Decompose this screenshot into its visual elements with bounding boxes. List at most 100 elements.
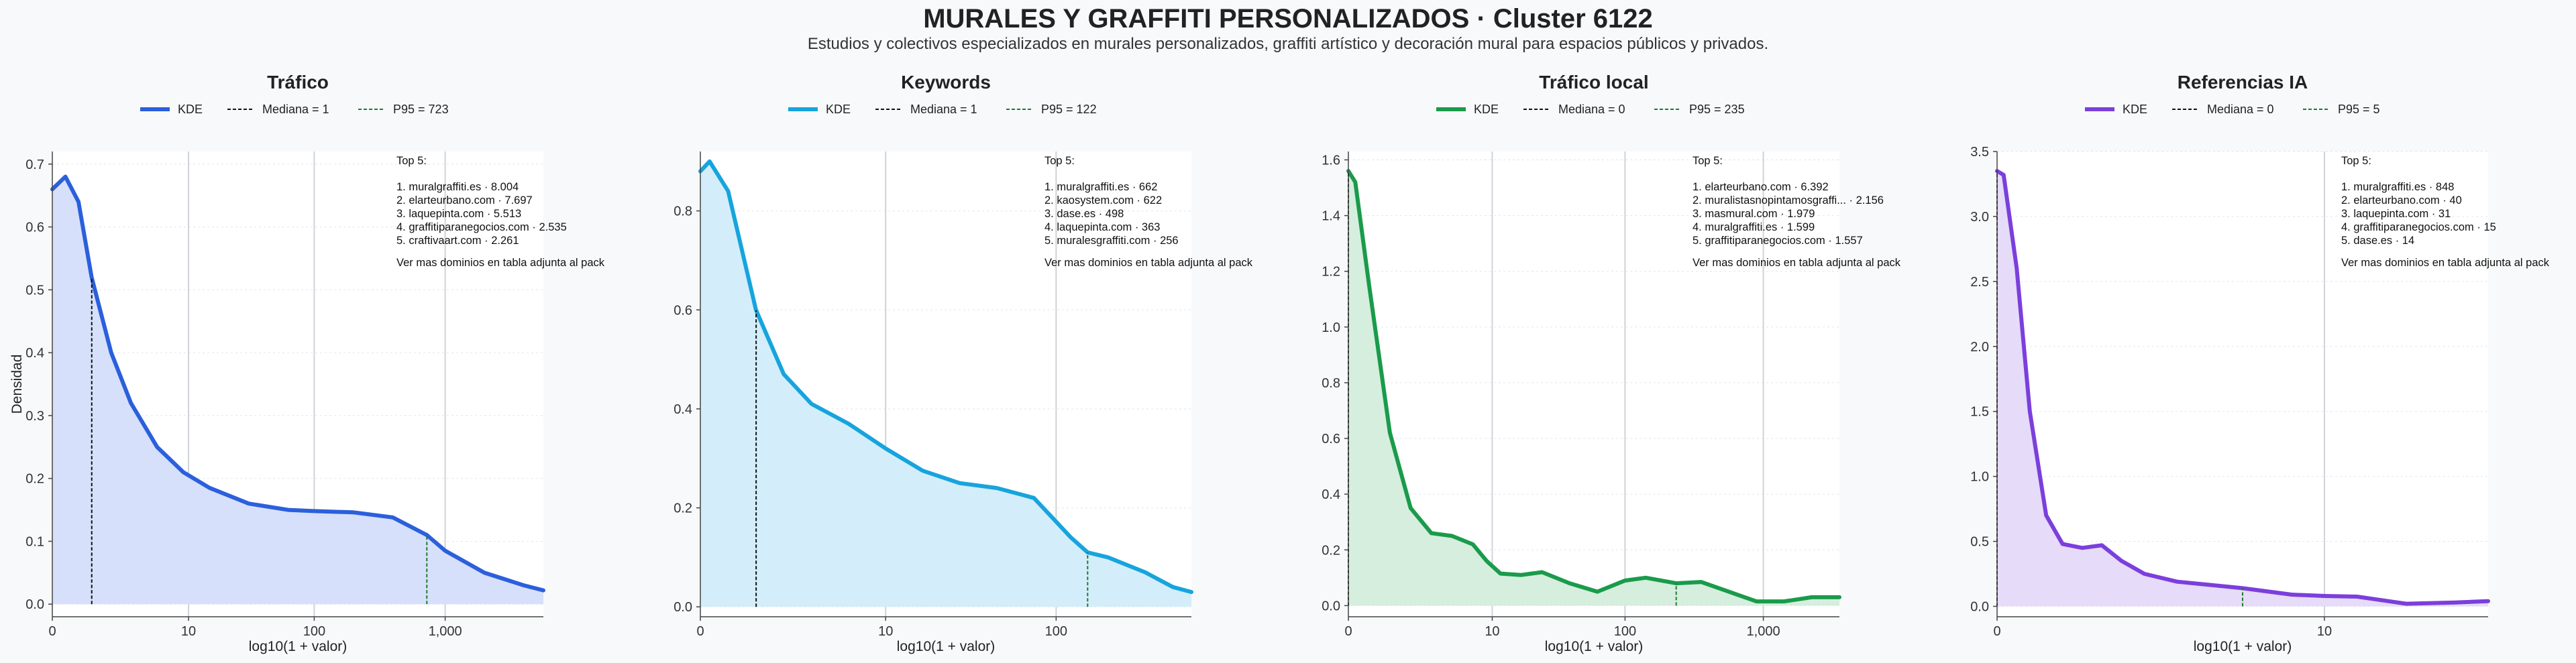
kde-area [1348,171,1839,606]
kde-line [50,174,545,593]
top5-item: 4. laquepinta.com · 363 [1044,221,1160,233]
chart-panel-3: 0.0 0.2 0.4 0.6 0.8 1.0 1.2 1.4 1.6 0 10 100 1,000 lo… [1322,72,1901,654]
y-tick-label: 2.0 [1970,340,1989,355]
x-axis-label: log10(1 + valor) [2194,639,2292,654]
top5-item: 4. graffitiparanegocios.com · 2.535 [396,221,567,233]
y-tick-label: 0.5 [1970,535,1989,550]
y-tick-label: 0.8 [1322,376,1340,391]
x-axis-label: log10(1 + valor) [1545,639,1644,654]
y-tick-label: 1.2 [1322,265,1340,280]
top5-heading: Top 5: [2341,155,2371,167]
top5-item: 5. muralesgraffiti.com · 256 [1044,235,1179,247]
top5-item: 5. craftivaart.com · 2.261 [396,235,519,247]
x-tick-label: 1,000 [429,624,462,639]
y-tick-label: 0.1 [25,534,44,549]
legend-p95-label: P95 = 122 [1041,103,1097,116]
panel-title: Tráfico local [1539,72,1648,93]
top5-item: 3. dase.es · 498 [1044,208,1124,220]
top5-item: 3. laquepinta.com · 5.513 [396,208,521,220]
y-tick-label: 0.6 [1322,432,1340,446]
y-tick-label: 1.6 [1322,153,1340,168]
x-tick-label: 0 [1344,624,1352,639]
x-tick-label: 0 [1993,624,2000,639]
top5-footer: Ver mas dominios en tabla adjunta al pac… [396,257,605,269]
y-tick-label: 3.0 [1970,210,1989,225]
y-tick-label: 0.4 [674,402,692,417]
panel-title: Referencias IA [2178,72,2308,93]
page-subtitle: Estudios y colectivos especializados en … [807,35,1769,53]
kde-area [1997,171,2488,607]
top5-heading: Top 5: [1693,155,1723,167]
y-tick-label: 0.3 [25,409,44,424]
y-tick-label: 2.5 [1970,275,1989,290]
y-tick-label: 1.0 [1322,320,1340,335]
y-tick-label: 0.2 [674,501,692,516]
y-tick-label: 0.4 [25,346,44,361]
plot-area [1997,152,2488,617]
x-tick-label: 0 [48,624,56,639]
top5-item: 1. muralgraffiti.es · 662 [1044,181,1157,193]
y-tick-label: 0.6 [674,303,692,318]
x-tick-label: 100 [1614,624,1636,639]
y-tick-label: 0.8 [674,204,692,219]
top5-heading: Top 5: [396,155,427,167]
page-title: MURALES Y GRAFFITI PERSONALIZADOS · Clus… [923,4,1653,34]
top5-item: 2. muralistasnopintamosgraffi... · 2.156 [1693,194,1884,206]
top5-footer: Ver mas dominios en tabla adjunta al pac… [2341,257,2550,269]
y-tick-label: 1.0 [1970,470,1989,485]
y-tick-label: 0.2 [25,472,44,487]
legend-kde-label: KDE [826,103,851,116]
kde-line [1346,169,1841,604]
legend-median-label: Mediana = 1 [910,103,977,116]
y-tick-label: 0.2 [1322,543,1340,558]
y-tick-label: 0.5 [25,283,44,298]
chart-panel-1: 0.0 0.1 0.2 0.3 0.4 0.5 0.6 0.7 0 10 100 1,000 log10… [9,72,605,654]
x-tick-label: 1,000 [1747,624,1780,639]
chart-panel-2: 0.0 0.2 0.4 0.6 0.8 0 10 100 log10(1 + valor) Key… [674,72,1253,654]
chart-panel-4: 0.0 0.5 1.0 1.5 2.0 2.5 3.0 3.5 0 10 log10(1 + val… [1970,72,2550,654]
y-tick-label: 1.5 [1970,405,1989,420]
x-tick-label: 0 [696,624,704,639]
y-tick-label: 0.0 [25,597,44,612]
legend-kde-label: KDE [1474,103,1499,116]
x-axis-label: log10(1 + valor) [249,639,347,654]
y-tick-label: 0.0 [1970,599,1989,614]
panel-title: Tráfico [267,72,329,93]
legend-median-label: Mediana = 1 [262,103,329,116]
legend-median-label: Mediana = 0 [1558,103,1625,116]
legend-median-label: Mediana = 0 [2207,103,2274,116]
kde-area [52,176,543,605]
top5-item: 3. masmural.com · 1.979 [1693,208,1815,220]
top5-item: 3. laquepinta.com · 31 [2341,208,2451,220]
x-axis-label: log10(1 + valor) [897,639,996,654]
top5-item: 5. dase.es · 14 [2341,235,2414,247]
top5-item: 4. graffitiparanegocios.com · 15 [2341,221,2496,233]
x-tick-label: 10 [181,624,196,639]
panel-title: Keywords [901,72,991,93]
legend-kde-label: KDE [178,103,203,116]
kde-line [1995,169,2490,606]
x-tick-label: 10 [1485,624,1499,639]
legend-p95-label: P95 = 723 [393,103,449,116]
kde-area [700,161,1191,607]
y-tick-label: 0.0 [674,600,692,615]
y-tick-label: 0.0 [1322,599,1340,613]
top5-item: 1. elarteurbano.com · 6.392 [1693,181,1829,193]
top5-item: 1. muralgraffiti.es · 848 [2341,181,2454,193]
top5-item: 2. kaosystem.com · 622 [1044,194,1162,206]
y-tick-label: 3.5 [1970,145,1989,160]
y-tick-label: 0.7 [25,158,44,172]
top5-footer: Ver mas dominios en tabla adjunta al pac… [1693,257,1901,269]
top5-item: 4. muralgraffiti.es · 1.599 [1693,221,1815,233]
top5-item: 2. elarteurbano.com · 40 [2341,194,2462,206]
kde-line [698,159,1193,595]
x-tick-label: 10 [878,624,893,639]
y-tick-label: 1.4 [1322,209,1340,224]
top5-footer: Ver mas dominios en tabla adjunta al pac… [1044,257,1253,269]
top5-item: 2. elarteurbano.com · 7.697 [396,194,533,206]
y-tick-label: 0.4 [1322,487,1340,502]
x-tick-label: 100 [303,624,325,639]
top5-item: 5. graffitiparanegocios.com · 1.557 [1693,235,1863,247]
y-tick-label: 0.6 [25,221,44,235]
